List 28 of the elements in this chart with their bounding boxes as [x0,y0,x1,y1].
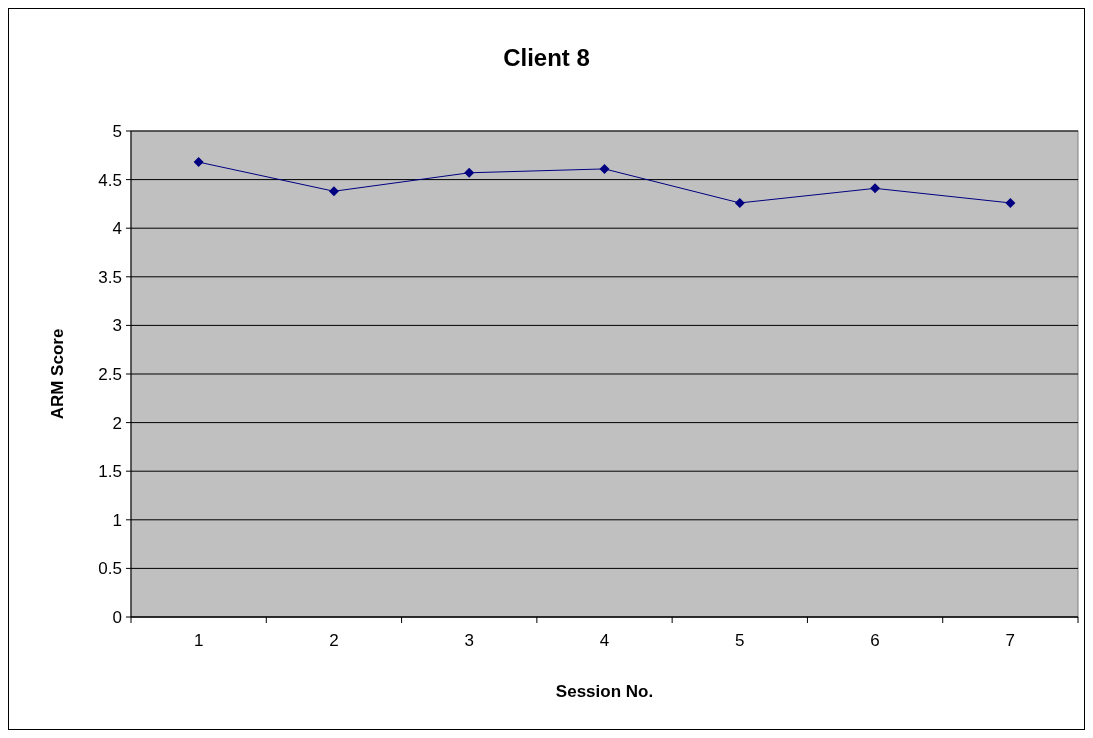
x-tick-label: 2 [329,631,339,650]
x-tick-label: 1 [193,631,204,650]
point [464,167,475,178]
y-tick-label: 4 [112,219,122,239]
x-tick-label: 5 [735,631,745,650]
y-tick-label: 5 [112,121,122,141]
x-axis-title: Session No. [555,682,654,701]
x-tick-label: 4 [599,631,610,650]
y-tick-label: 0.5 [98,559,122,579]
point [328,186,339,197]
y-tick-label: 4.5 [98,170,122,190]
point [1005,197,1016,208]
chart-title: Client 8 [503,44,590,71]
y-tick-label: 0 [112,607,122,627]
point [870,183,881,194]
y-tick-label: 2 [112,413,122,433]
point [734,197,745,208]
x-tick-label: 7 [1005,631,1016,650]
point [599,163,610,174]
x-tick-label: 3 [464,631,474,650]
point [193,157,204,168]
y-tick-label: 1.5 [98,462,122,482]
y-tick-label: 3.5 [98,267,122,287]
x-tick-label: 6 [870,631,880,650]
y-tick-label: 3 [112,316,122,336]
y-tick-label: 1 [112,510,122,530]
y-tick-label: 2.5 [98,364,122,384]
y-axis-title: ARM Score [48,328,67,420]
